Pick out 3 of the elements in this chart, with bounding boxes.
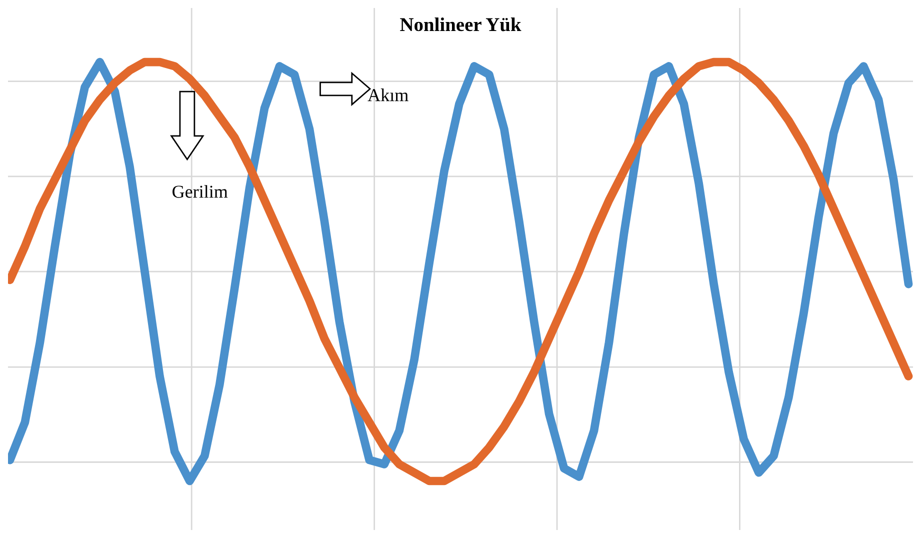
annotation: Gerilim xyxy=(172,185,228,198)
chart-title: Nonlineer Yük xyxy=(400,17,522,32)
annotation: Akım xyxy=(368,88,408,102)
